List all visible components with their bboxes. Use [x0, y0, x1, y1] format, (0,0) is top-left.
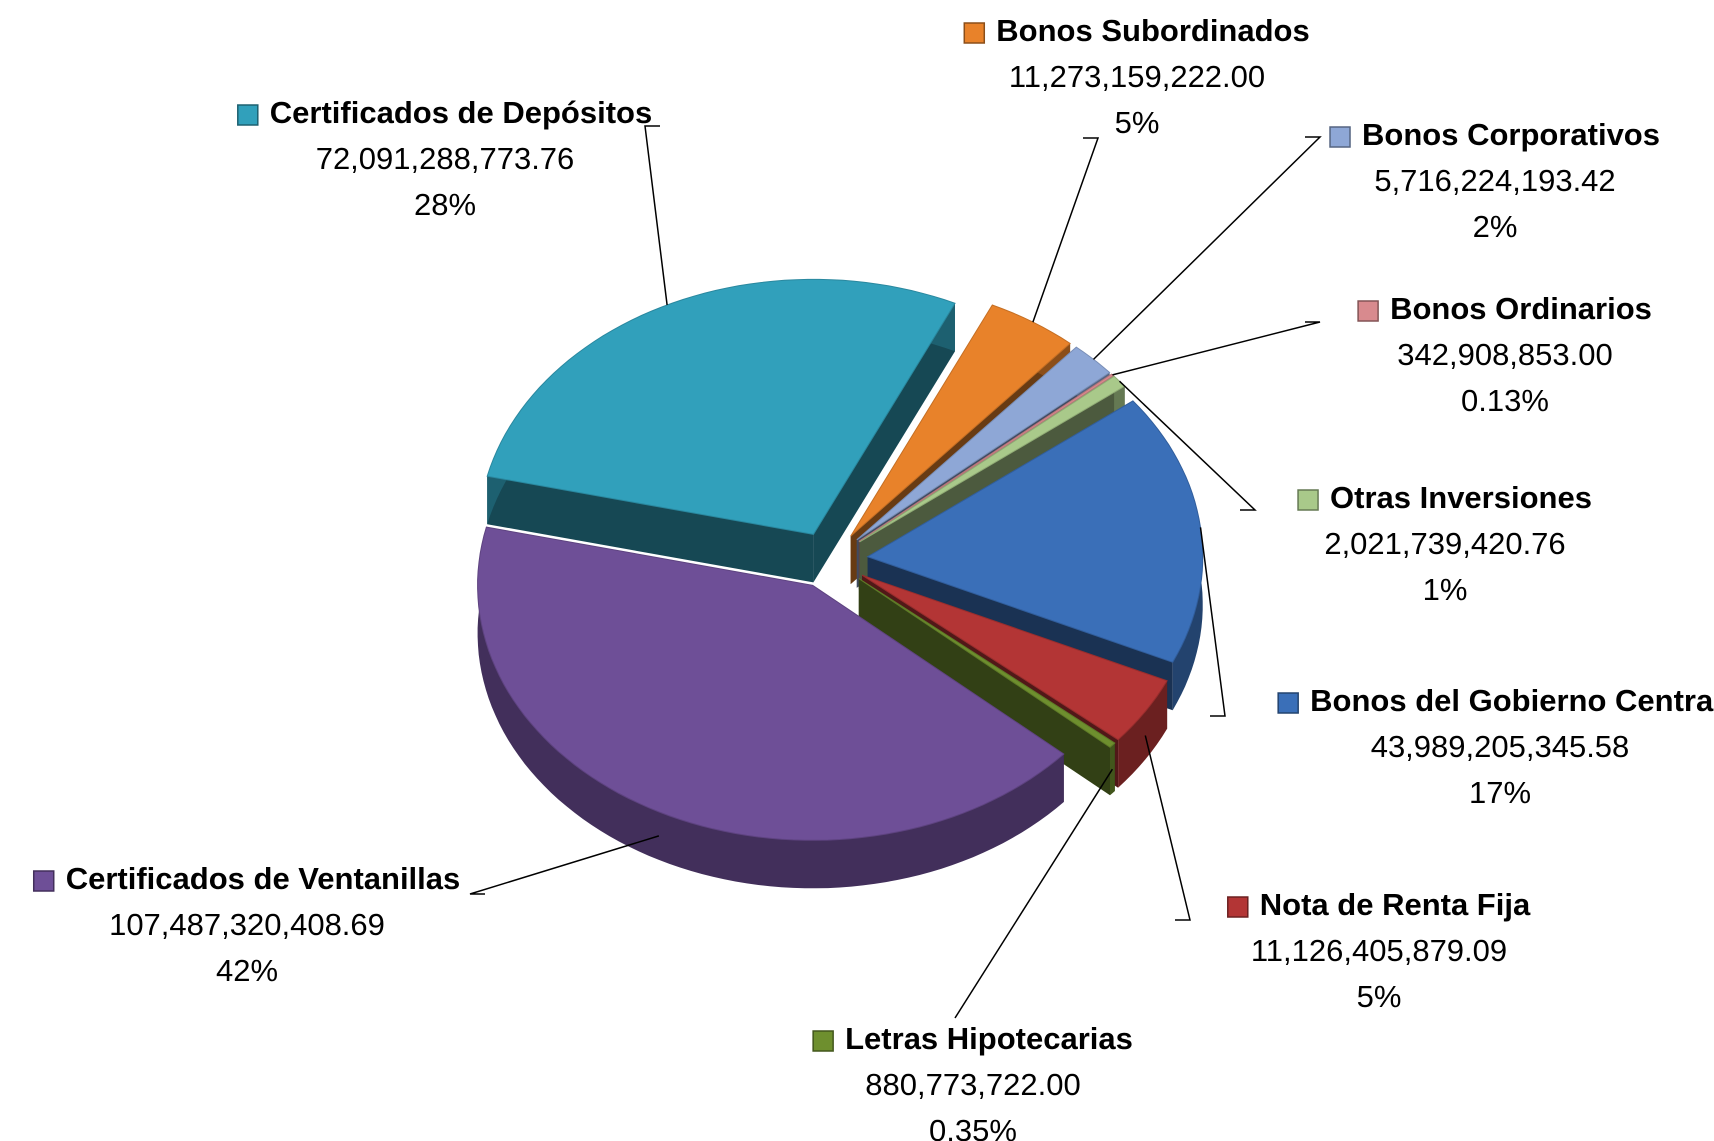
legend-swatch: [1329, 126, 1351, 148]
data-label-name: Bonos Subordinados: [996, 13, 1309, 48]
data-label-value: 11,126,405,879.09: [1251, 933, 1507, 968]
data-label-name: Bonos Corporativos: [1362, 117, 1660, 152]
leader-line: [1112, 321, 1321, 376]
data-label-value: 342,908,853.00: [1397, 337, 1613, 372]
leader-line: [469, 835, 660, 895]
legend-swatch: [812, 1030, 834, 1052]
data-label-percent: 17%: [1469, 775, 1531, 810]
slice: [858, 578, 1116, 748]
slice: [861, 574, 1168, 741]
data-label-percent: 2%: [1473, 209, 1518, 244]
slice: [477, 526, 1065, 841]
data-label-value: 11,273,159,222.00: [1009, 59, 1265, 94]
data-label-value: 5,716,224,193.42: [1374, 163, 1615, 198]
legend-swatch: [32, 870, 55, 892]
data-label-value: 880,773,722.00: [865, 1067, 1081, 1102]
slice: [486, 278, 956, 535]
leader-line: [1118, 380, 1257, 511]
data-label-name: Bonos Ordinarios: [1390, 291, 1652, 326]
data-label-percent: 0.35%: [929, 1113, 1017, 1141]
leader-line: [644, 125, 668, 306]
legend-swatch: [1277, 692, 1299, 714]
legend-swatch: [237, 104, 259, 126]
data-label-value: 72,091,288,773.76: [316, 141, 575, 176]
data-label-value: 2,021,739,420.76: [1324, 526, 1565, 561]
data-label-name: Bonos del Gobierno Central: [1310, 683, 1714, 718]
legend-swatch: [1297, 489, 1319, 511]
leader-line: [1144, 735, 1191, 921]
data-label-percent: 0.13%: [1461, 383, 1549, 418]
leader-line: [1199, 527, 1226, 717]
data-label-name: Certificados de Depósitos: [270, 95, 652, 130]
slice-wall: [487, 476, 814, 583]
slice-wall: [813, 303, 955, 583]
data-label-value: 43,989,205,345.58: [1371, 729, 1630, 764]
data-label-percent: 5%: [1115, 105, 1160, 140]
legend-swatch: [1227, 896, 1249, 918]
data-label-name: Letras Hipotecarias: [845, 1021, 1133, 1056]
data-label-percent: 1%: [1423, 572, 1468, 607]
slice-rim: [1110, 743, 1115, 796]
data-label-name: Certificados de Ventanillas: [66, 861, 461, 896]
data-label-percent: 5%: [1357, 979, 1402, 1014]
leader-line: [954, 768, 1114, 1019]
legend-swatch: [1357, 300, 1379, 322]
slice-rim: [1118, 680, 1168, 788]
data-label-percent: 28%: [414, 187, 476, 222]
slice-wall: [858, 578, 1110, 796]
slice-tops: [477, 278, 1204, 841]
leader-line: [1092, 136, 1322, 360]
data-label-name: Otras Inversiones: [1330, 480, 1592, 515]
legend-swatch: [963, 22, 986, 44]
leader-line: [1032, 137, 1100, 323]
data-label-name: Nota de Renta Fija: [1260, 887, 1531, 922]
slice-rim: [477, 527, 1064, 889]
data-label-value: 107,487,320,408.69: [109, 907, 385, 942]
data-label-percent: 42%: [216, 953, 278, 988]
